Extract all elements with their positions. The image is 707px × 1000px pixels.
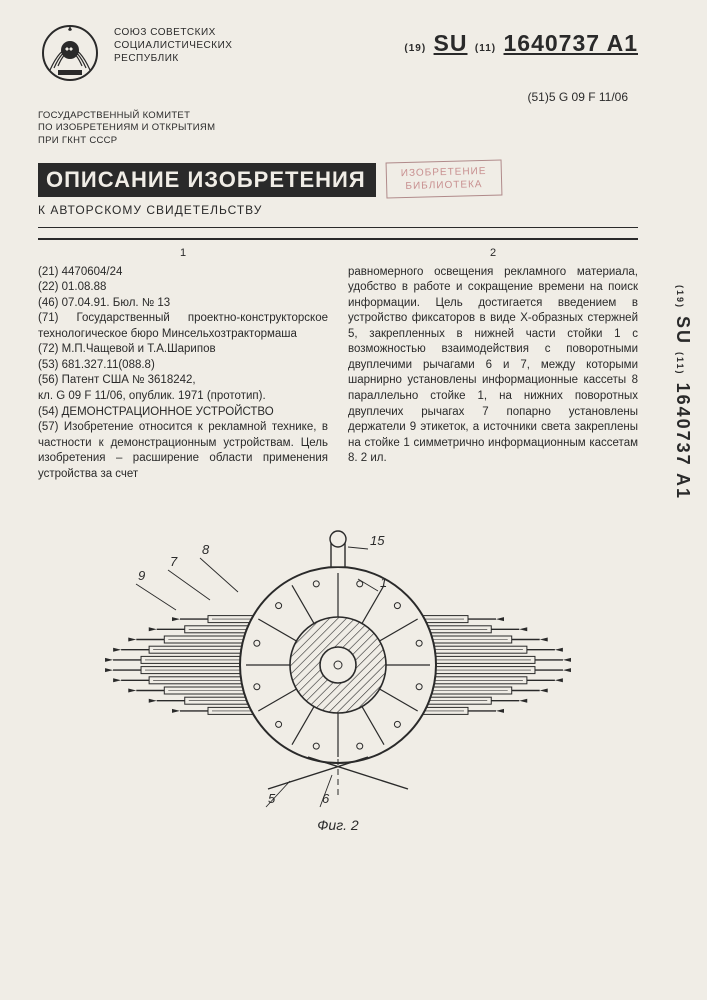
library-stamp: ИЗОБРЕТЕНИЕ БИБЛИОТЕКА [385, 160, 502, 199]
col-number-2: 2 [348, 246, 638, 261]
separator [38, 227, 638, 228]
figure-2: 97815156 Фиг. 2 [38, 510, 638, 833]
doc-number: (19) SU (11) 1640737 A1 [404, 20, 638, 57]
figure-caption: Фиг. 2 [38, 817, 638, 833]
union-text: СОЮЗ СОВЕТСКИХ СОЦИАЛИСТИЧЕСКИХ РЕСПУБЛИ… [114, 20, 392, 65]
title-main: ОПИСАНИЕ ИЗОБРЕТЕНИЯ [38, 163, 376, 197]
svg-text:15: 15 [370, 533, 385, 548]
side-doc-number: (19) SU (11) 1640737 A1 [672, 285, 693, 500]
col-number-1: 1 [38, 246, 328, 261]
abstract-left: (21) 4470604/24 (22) 01.08.88 (46) 07.04… [38, 265, 328, 482]
svg-text:7: 7 [170, 554, 178, 569]
svg-text:5: 5 [268, 791, 276, 806]
classification-code: (51)5 G 09 F 11/06 [38, 90, 628, 104]
committee-text: ГОСУДАРСТВЕННЫЙ КОМИТЕТ ПО ИЗОБРЕТЕНИЯМ … [38, 110, 638, 147]
title-sub: К АВТОРСКОМУ СВИДЕТЕЛЬСТВУ [38, 203, 638, 217]
state-emblem [38, 20, 102, 84]
abstract-right: равномерного освещения рекламного матери… [348, 265, 638, 467]
separator-thick [38, 238, 638, 240]
svg-text:8: 8 [202, 542, 210, 557]
svg-text:1: 1 [380, 575, 387, 590]
svg-text:6: 6 [322, 791, 330, 806]
svg-text:9: 9 [138, 568, 145, 583]
